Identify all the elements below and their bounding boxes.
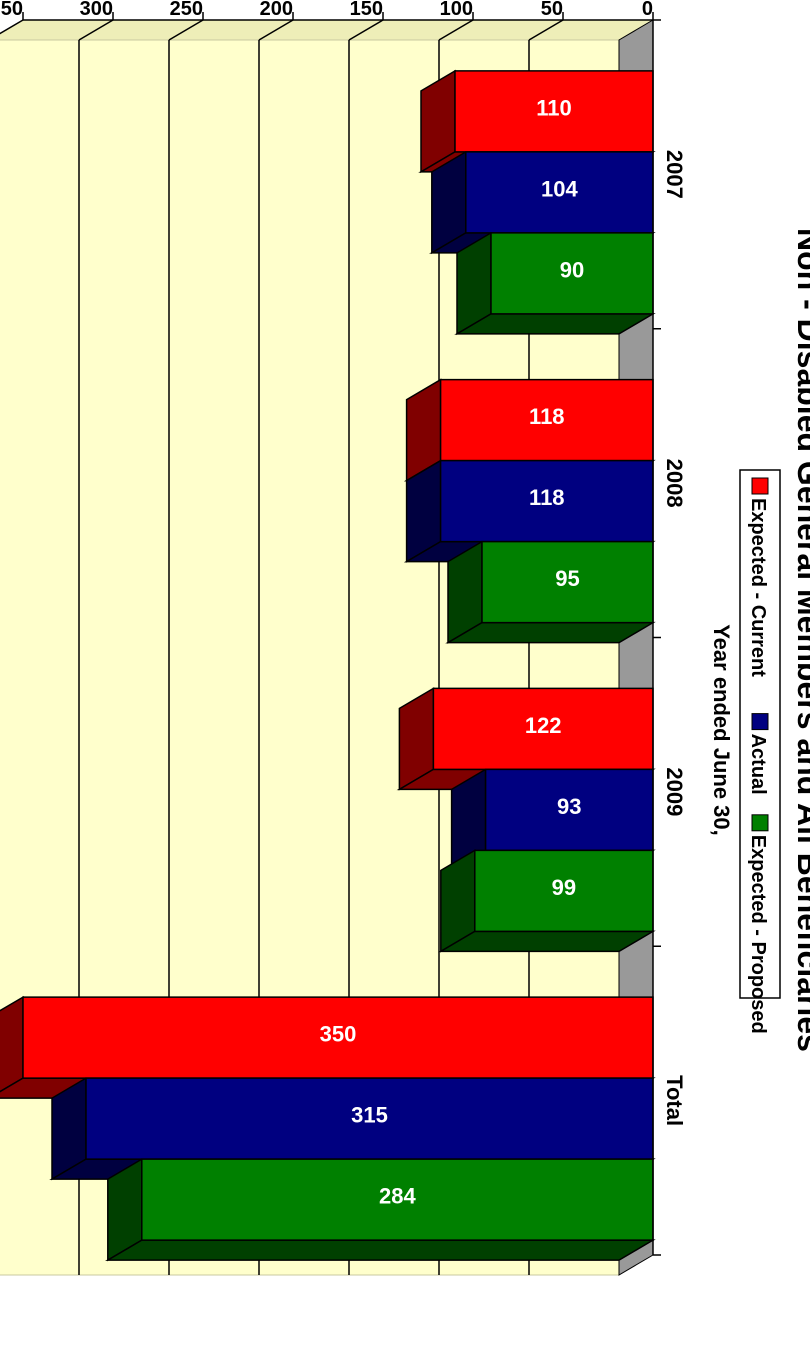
gridline-diag	[168, 19, 204, 41]
data-label: 95	[555, 566, 579, 591]
x-tick-label: 2008	[662, 459, 687, 508]
data-label: 110	[536, 95, 572, 120]
side-wall	[0, 19, 655, 41]
axes: 0 50 100 150 200 250 300 350 2007 2008 2009 Total	[0, 0, 687, 1256]
y-tick-label: 250	[170, 0, 203, 20]
y-tick-label: 300	[80, 0, 113, 20]
data-label: 118	[529, 485, 565, 510]
y-tick-label: 200	[260, 0, 293, 20]
data-label: 104	[541, 176, 578, 201]
x-axis-label: Year ended June 30,	[709, 624, 734, 836]
data-label: 350	[320, 1022, 357, 1047]
chart-title: Non - Disabled General Members and All B…	[791, 228, 810, 1052]
data-label: 315	[351, 1103, 388, 1128]
gridline-diag	[78, 19, 114, 41]
gridline-diag	[528, 19, 564, 41]
y-tick-label: 350	[0, 0, 23, 20]
bar-side	[438, 930, 656, 953]
gridline-diag	[438, 19, 474, 41]
bars: 110 104 90 118 118 95 122 93 99 350 315 284	[0, 69, 656, 1262]
gridline-diag	[258, 19, 294, 41]
bar-side	[105, 1239, 656, 1261]
legend-label: Expected - Current	[747, 498, 769, 677]
bar-side	[454, 313, 656, 335]
x-tick-label: 2007	[662, 150, 687, 199]
y-tick-label: 50	[541, 0, 563, 20]
data-label: 99	[552, 875, 576, 900]
x-tick-label: Total	[662, 1075, 687, 1126]
legend-box	[739, 469, 781, 999]
legend-label: Actual	[747, 734, 769, 795]
gridline-diag	[0, 19, 24, 41]
data-label: 90	[560, 257, 584, 282]
bar-side	[445, 621, 656, 644]
y-tick-label: 150	[350, 0, 383, 20]
legend-swatch	[751, 814, 769, 832]
y-tick-label: 0	[642, 0, 653, 20]
legend-swatch	[751, 713, 769, 731]
gridline-diag	[348, 19, 384, 41]
legend: Expected - Current Actual Expected - Propo…	[739, 469, 781, 1034]
data-label: 122	[525, 713, 562, 738]
x-tick-label: 2009	[662, 767, 687, 816]
legend-swatch	[751, 477, 769, 495]
y-tick-label: 100	[440, 0, 473, 20]
data-label: 93	[557, 794, 581, 819]
legend-label: Expected - Proposed	[747, 835, 769, 1034]
data-label: 284	[379, 1184, 416, 1209]
data-label: 118	[529, 404, 565, 429]
